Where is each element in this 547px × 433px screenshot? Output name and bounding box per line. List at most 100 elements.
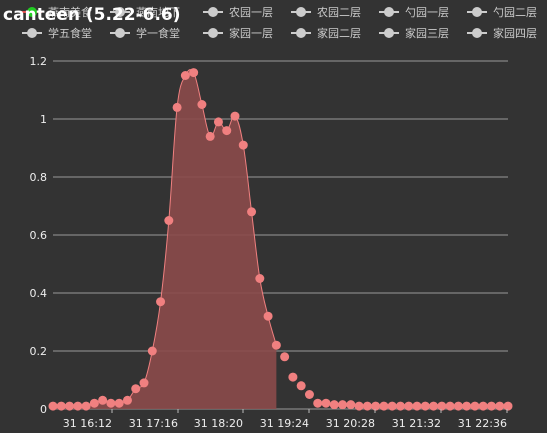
- legend-marker: [296, 28, 306, 38]
- data-point[interactable]: [462, 401, 472, 411]
- legend-item[interactable]: 家园一层: [203, 26, 273, 40]
- series-area-fill: [53, 69, 277, 409]
- legend-label: 农园二层: [317, 5, 361, 19]
- data-point[interactable]: [437, 401, 447, 411]
- data-point[interactable]: [48, 401, 58, 411]
- legend-marker: [296, 7, 306, 17]
- data-point[interactable]: [98, 395, 108, 405]
- y-tick-label: 1: [40, 113, 47, 126]
- legend-label: 家园二层: [317, 26, 361, 40]
- data-point[interactable]: [404, 401, 414, 411]
- legend-label: 勺园二层: [493, 6, 537, 19]
- data-point[interactable]: [73, 401, 83, 411]
- data-point[interactable]: [147, 346, 157, 356]
- legend-item[interactable]: 农园二层: [291, 5, 361, 19]
- data-point[interactable]: [164, 216, 174, 225]
- data-point[interactable]: [304, 390, 314, 399]
- data-point[interactable]: [139, 378, 149, 388]
- data-point[interactable]: [379, 401, 389, 411]
- y-tick-label: 0.4: [30, 287, 48, 300]
- data-point[interactable]: [213, 117, 223, 127]
- data-point[interactable]: [329, 400, 339, 410]
- data-point[interactable]: [346, 400, 356, 410]
- data-point[interactable]: [172, 102, 182, 112]
- data-point[interactable]: [429, 401, 439, 411]
- data-point[interactable]: [263, 311, 273, 321]
- data-point[interactable]: [362, 401, 372, 411]
- data-point[interactable]: [296, 381, 306, 391]
- legend-marker: [115, 7, 125, 17]
- data-point[interactable]: [486, 401, 496, 411]
- legend-item[interactable]: 家园二层: [291, 26, 361, 40]
- data-point[interactable]: [313, 398, 323, 408]
- y-tick-label: 1.2: [30, 55, 48, 68]
- data-point[interactable]: [106, 398, 116, 408]
- x-tick-label: 31 20:28: [326, 417, 375, 430]
- data-point[interactable]: [122, 395, 132, 405]
- legend-marker: [208, 28, 218, 38]
- data-point[interactable]: [65, 401, 75, 411]
- data-point[interactable]: [222, 126, 232, 136]
- y-axis-ticks: 0 0.2 0.4 0.6 0.8 1 1.2: [30, 55, 48, 416]
- data-point[interactable]: [395, 401, 405, 411]
- data-point[interactable]: [180, 71, 190, 80]
- legend-label: 燕南美食: [48, 5, 92, 19]
- data-point[interactable]: [470, 401, 480, 411]
- legend-label: 家园三层: [405, 26, 449, 40]
- x-tick-label: 31 22:36: [458, 417, 507, 430]
- data-point[interactable]: [495, 401, 505, 411]
- data-point[interactable]: [89, 398, 99, 408]
- data-point[interactable]: [156, 297, 166, 307]
- y-tick-label: 0.6: [30, 229, 48, 242]
- data-point[interactable]: [81, 401, 91, 411]
- legend-label: 农园一层: [229, 5, 273, 19]
- legend-item[interactable]: 家园三层: [379, 26, 449, 40]
- legend-item[interactable]: 家园四层: [467, 26, 537, 40]
- data-point[interactable]: [255, 274, 265, 283]
- series-area: [53, 69, 277, 409]
- data-point[interactable]: [205, 131, 215, 141]
- data-point[interactable]: [478, 401, 488, 411]
- x-tick-label: 31 18:20: [194, 417, 243, 430]
- data-point[interactable]: [230, 111, 240, 121]
- data-point[interactable]: [453, 401, 463, 411]
- data-point[interactable]: [56, 401, 66, 411]
- series-points: [48, 68, 513, 411]
- data-point[interactable]: [503, 401, 513, 411]
- data-point[interactable]: [238, 140, 248, 150]
- legend-label: 学一食堂: [136, 26, 180, 40]
- data-point[interactable]: [189, 68, 199, 78]
- x-tick-label: 31 17:16: [129, 417, 178, 430]
- legend-marker: [384, 7, 394, 17]
- data-point[interactable]: [387, 401, 397, 411]
- data-point[interactable]: [371, 401, 381, 411]
- legend-label: 燕南地下: [136, 6, 180, 19]
- legend-item[interactable]: 学一食堂: [110, 26, 180, 40]
- legend-marker: [208, 7, 218, 17]
- data-point[interactable]: [247, 207, 257, 217]
- data-point[interactable]: [197, 100, 207, 109]
- legend-item[interactable]: 学五食堂: [22, 26, 92, 40]
- data-point[interactable]: [271, 340, 281, 350]
- legend-marker: [472, 28, 482, 38]
- data-point[interactable]: [420, 401, 430, 411]
- data-point[interactable]: [131, 384, 141, 394]
- data-point[interactable]: [445, 401, 455, 411]
- data-point[interactable]: [354, 401, 364, 411]
- data-point[interactable]: [114, 398, 124, 408]
- legend-item[interactable]: 农园一层: [203, 5, 273, 19]
- data-point[interactable]: [412, 401, 422, 411]
- x-tick-label: 31 16:12: [63, 417, 112, 430]
- legend-item[interactable]: 勺园一层: [379, 6, 449, 19]
- data-point[interactable]: [321, 398, 331, 408]
- legend-item[interactable]: 勺园二层: [467, 6, 537, 19]
- chart-title: canteen (5.22-6.6): [3, 5, 181, 25]
- y-tick-label: 0: [40, 403, 47, 416]
- data-point[interactable]: [288, 372, 298, 382]
- legend-item[interactable]: 燕南美食: [22, 5, 92, 19]
- data-point[interactable]: [338, 400, 348, 410]
- data-point[interactable]: [280, 352, 290, 362]
- legend-item[interactable]: 燕南地下: [110, 6, 180, 19]
